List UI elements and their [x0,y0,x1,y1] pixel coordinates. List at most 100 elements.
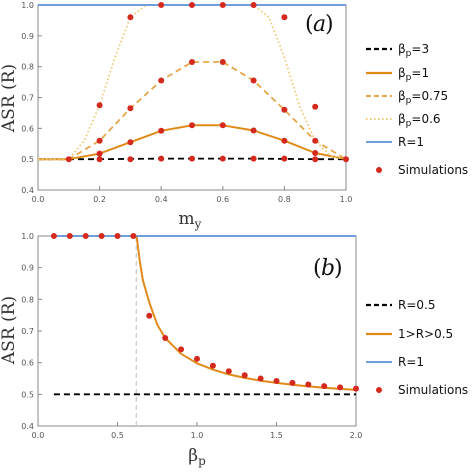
panel-a-series [38,4,347,161]
x-tick-label: 1.0 [191,431,204,440]
simulation-point [219,122,226,129]
x-tick-label: 0.6 [216,195,229,204]
panel-b-y-ticks: 0.4 0.5 0.6 0.7 0.8 0.9 1.0 [21,232,42,431]
panel-a-tag-close: ) [325,12,334,37]
simulation-point [82,233,89,239]
legend-b-label-3: R=1 [398,355,424,369]
panel-b-y-label: ASR (R) [0,296,19,365]
x-tick-label: 2.0 [350,431,363,440]
simulation-point [130,233,137,239]
simulation-point [219,59,226,65]
panel-b-tag-close: ) [334,256,343,281]
simulation-point [127,105,134,112]
simulation-point [209,362,216,369]
legend-a-label-3: βp=0.75 [398,89,448,106]
simulation-point [189,155,195,162]
simulation-point [250,77,257,84]
panel-b-legend: R=0.5 1>R>0.5 R=1 Simulations [366,298,468,397]
x-tick-label: 0.0 [32,195,45,204]
panel-a-simulation-points [65,2,349,163]
x-tick-label: 0.8 [278,195,291,204]
simulation-point [65,156,72,163]
simulation-point [127,139,134,146]
legend-a-label-1: βp=3 [398,42,429,59]
panel-b-x-ticks: 0.0 0.5 1.0 1.5 2.0 [32,422,363,440]
simulation-point [321,383,328,390]
legend-a-label-2: βp=1 [398,66,429,83]
simulation-point [343,156,349,163]
panel-a-tag: a [313,12,326,37]
simulation-point [337,384,344,391]
simulation-point [158,2,165,8]
y-tick-label: 1.0 [21,1,34,10]
x-tick-label: 0.5 [111,431,124,440]
simulation-point [189,2,195,8]
simulation-point [353,385,359,392]
panel-b-tag-open: ( [313,256,322,281]
y-tick-label: 0.9 [21,264,34,273]
y-tick-label: 0.4 [21,186,34,195]
y-tick-label: 0.7 [21,94,34,103]
simulation-point [273,378,280,384]
simulation-point [189,122,195,129]
series-line-2 [38,124,347,161]
simulation-point [96,156,103,163]
simulation-point [312,156,319,163]
legend-a-label-5: R=1 [398,135,424,149]
panel-b-x-label: βp [188,446,206,468]
panel-a-x-ticks: 0.0 0.2 0.4 0.6 0.8 1.0 [32,186,353,204]
simulation-point [281,106,288,113]
simulation-point [158,77,165,84]
panel-a-x-label: my [179,209,202,231]
simulation-point [289,379,296,386]
simulation-point [50,233,57,239]
y-tick-label: 0.8 [21,295,34,304]
legend-a-label-6: Simulations [398,163,468,177]
panel-b-series [53,235,357,396]
simulation-point [225,368,232,375]
x-tick-label: 0.0 [32,431,45,440]
simulation-point [281,155,288,162]
x-tick-label: 1.0 [340,195,353,204]
panel-a-y-ticks: 0.4 0.5 0.6 0.7 0.8 0.9 1.0 [21,1,42,195]
legend-b-label-4: Simulations [398,383,468,397]
legend-b-swatch-4 [376,387,382,393]
simulation-point [114,233,121,239]
panel-b-simulation-points [50,233,359,392]
x-tick-label: 0.2 [93,195,106,204]
simulation-point [127,156,134,163]
series-line-3 [38,61,347,161]
simulation-point [281,14,288,21]
panel-a-tag-open: ( [305,12,314,37]
y-tick-label: 0.6 [21,124,34,133]
y-tick-label: 0.8 [21,63,34,72]
y-tick-label: 0.7 [21,327,34,336]
panel-a: 0.4 0.5 0.6 0.7 0.8 0.9 1.0 0.0 0.2 0.4 0.6 0.8 1.0… [0,1,352,231]
simulation-point [257,375,264,382]
simulation-point [158,155,165,162]
panel-b-tag: b [321,256,335,281]
simulation-point [194,355,200,362]
simulation-point [312,103,319,110]
simulation-point [146,312,153,319]
simulation-point [219,2,226,8]
series-line-2 [135,235,357,391]
y-tick-label: 1.0 [21,232,34,241]
x-tick-label: 0.4 [155,195,168,204]
y-tick-label: 0.5 [21,390,34,399]
simulation-point [281,137,288,144]
simulation-point [178,346,185,353]
panel-b-frame [37,235,357,427]
simulation-point [312,137,319,144]
panel-b: 0.40.50.60.70.80.91.0 0.0 0.5 1.0 1.5 2.0 ( … [0,232,362,468]
simulation-point [312,150,319,156]
legend-b-label-1: R=0.5 [398,298,435,312]
panel-a-y-label: ASR (R) [0,64,19,133]
x-tick-label: 1.5 [270,431,283,440]
simulation-point [250,127,257,134]
simulation-point [96,137,103,144]
panel-a-legend: βp=3 βp=1 βp=0.75 βp=0.6 R=1 Simulations [366,42,468,177]
y-tick-label: 0.4 [21,422,34,431]
simulation-point [96,102,103,109]
simulation-point [250,2,257,8]
